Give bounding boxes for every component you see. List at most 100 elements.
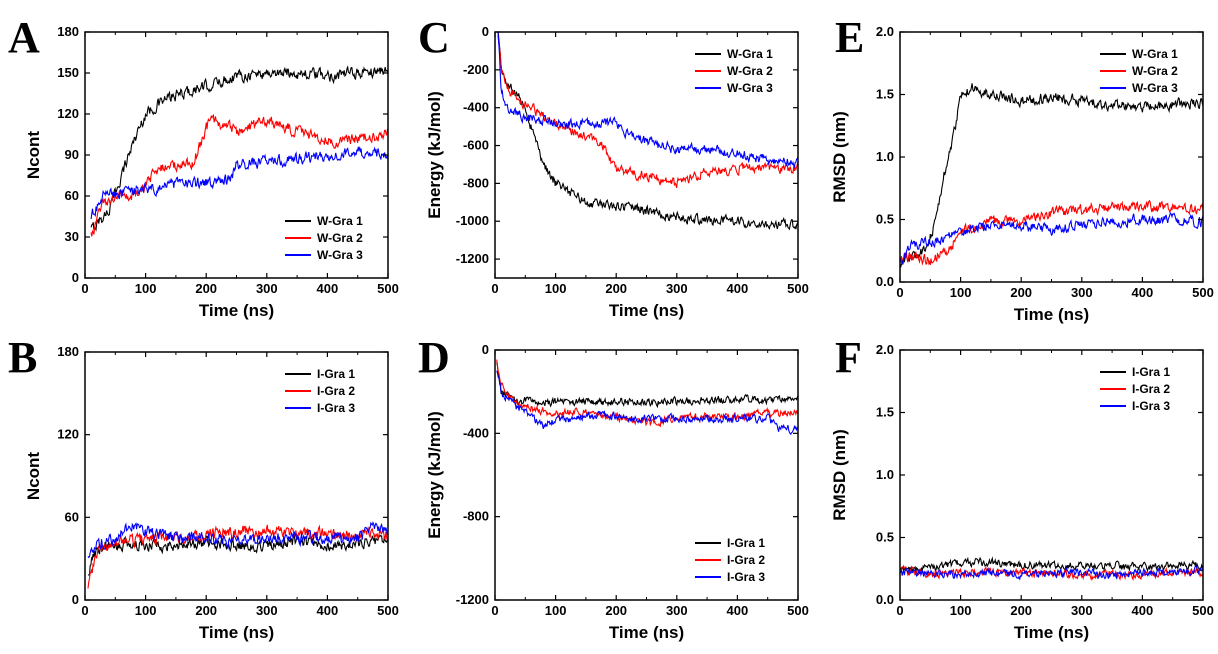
chart-panel-c: C 0 100 200 300 400 500 -1200 -1000 -800 -600 -400 -… <box>418 13 809 320</box>
x-tick-label: 0 <box>491 281 498 296</box>
panel-letter: A <box>8 13 40 62</box>
x-tick-label: 500 <box>377 603 399 618</box>
x-axis-title: Time (ns) <box>1014 305 1089 324</box>
series-line-w-gra-3 <box>90 145 388 220</box>
legend-label: I-Gra 1 <box>1132 365 1170 379</box>
x-tick-label: 200 <box>605 603 627 618</box>
x-tick-label: 100 <box>135 281 157 296</box>
legend: I-Gra 1 I-Gra 2 I-Gra 3 <box>285 367 355 415</box>
y-axis-title: Ncont <box>24 131 43 180</box>
series-group <box>90 65 388 237</box>
x-tick-label: 100 <box>950 285 972 300</box>
x-tick-label: 200 <box>195 281 217 296</box>
y-tick-label: -800 <box>463 175 489 190</box>
x-tick-label: 300 <box>666 603 688 618</box>
series-line-i-gra-2 <box>87 524 388 589</box>
y-tick-label: 0.5 <box>876 212 894 227</box>
x-tick-label: 0 <box>81 603 88 618</box>
y-tick-label: -400 <box>463 425 489 440</box>
x-tick-label: 0 <box>81 281 88 296</box>
y-tick-label: 180 <box>57 24 79 39</box>
x-tick-label: 100 <box>545 603 567 618</box>
x-tick-label: 500 <box>787 281 809 296</box>
chart-panel-d: D 0 100 200 300 400 500 -1200 -800 -400 0 Time (ns)… <box>418 333 809 642</box>
chart-panel-f: F 0 100 200 300 400 500 0.0 0.5 1.0 1.5 2.0 Time (ns… <box>830 333 1214 642</box>
series-line-i-gra-1 <box>900 556 1203 574</box>
x-tick-label: 400 <box>1132 285 1154 300</box>
x-tick-label: 300 <box>256 603 278 618</box>
series-group <box>497 32 798 231</box>
y-tick-label: -600 <box>463 138 489 153</box>
x-tick-label: 400 <box>317 603 339 618</box>
x-tick-label: 100 <box>135 603 157 618</box>
y-tick-label: -800 <box>463 509 489 524</box>
y-tick-label: -1200 <box>456 251 489 266</box>
x-tick-label: 300 <box>1071 603 1093 618</box>
y-tick-label: 60 <box>65 509 79 524</box>
x-tick-label: 500 <box>1192 603 1214 618</box>
x-tick-label: 500 <box>377 281 399 296</box>
x-tick-label: 200 <box>1010 285 1032 300</box>
x-tick-label: 0 <box>491 603 498 618</box>
legend-label: W-Gra 1 <box>1132 47 1178 61</box>
y-tick-label: 1.5 <box>876 87 894 102</box>
x-tick-label: 300 <box>1071 285 1093 300</box>
y-tick-label: 0 <box>72 592 79 607</box>
x-tick-label: 400 <box>727 603 749 618</box>
y-tick-label: 2.0 <box>876 342 894 357</box>
legend: I-Gra 1 I-Gra 2 I-Gra 3 <box>695 536 765 584</box>
y-tick-label: 60 <box>65 188 79 203</box>
panel-letter: E <box>835 13 864 62</box>
series-line-w-gra-3 <box>497 32 798 169</box>
series-line-w-gra-3 <box>900 211 1203 265</box>
x-axis-title: Time (ns) <box>1014 623 1089 642</box>
legend-label: W-Gra 1 <box>317 214 363 228</box>
panel-letter: C <box>418 13 450 62</box>
y-tick-label: 120 <box>57 427 79 442</box>
chart-panel-e: E 0 100 200 300 400 500 0.0 0.5 1.0 1.5 2.0 Time (ns… <box>830 13 1214 324</box>
panel-letter: D <box>418 333 450 382</box>
x-axis-title: Time (ns) <box>199 623 274 642</box>
x-tick-label: 100 <box>545 281 567 296</box>
legend-label: W-Gra 3 <box>317 248 363 262</box>
legend: W-Gra 1 W-Gra 2 W-Gra 3 <box>1100 47 1178 95</box>
series-line-i-gra-3 <box>900 563 1203 581</box>
series-line-w-gra-2 <box>497 35 798 189</box>
y-tick-label: 0 <box>482 342 489 357</box>
y-tick-label: 30 <box>65 229 79 244</box>
x-axis-title: Time (ns) <box>609 301 684 320</box>
legend: I-Gra 1 I-Gra 2 I-Gra 3 <box>1100 365 1170 413</box>
chart-panel-b: B 0 100 200 300 400 500 0 60 120 180 Time (ns) Ncont… <box>8 333 399 642</box>
y-tick-label: 2.0 <box>876 24 894 39</box>
series-line-w-gra-1 <box>90 65 388 232</box>
legend-label: I-Gra 1 <box>317 367 355 381</box>
y-tick-label: 1.5 <box>876 405 894 420</box>
series-line-w-gra-1 <box>497 32 798 231</box>
legend-label: W-Gra 3 <box>1132 81 1178 95</box>
legend-label: I-Gra 3 <box>727 570 765 584</box>
x-tick-label: 0 <box>896 603 903 618</box>
series-group <box>496 359 798 436</box>
x-tick-label: 200 <box>605 281 627 296</box>
x-tick-label: 300 <box>666 281 688 296</box>
y-tick-label: 0 <box>72 270 79 285</box>
series-line-w-gra-1 <box>900 83 1203 268</box>
y-axis-title: Energy (kJ/mol) <box>425 411 444 539</box>
legend: W-Gra 1 W-Gra 2 W-Gra 3 <box>695 47 773 95</box>
legend-label: I-Gra 3 <box>1132 399 1170 413</box>
series-line-i-gra-1 <box>496 361 798 409</box>
y-axis-title: Ncont <box>24 452 43 501</box>
series-group <box>900 83 1203 268</box>
series-line-w-gra-2 <box>900 199 1203 266</box>
x-tick-label: 200 <box>1010 603 1032 618</box>
y-tick-label: 1.0 <box>876 467 894 482</box>
y-axis-title: RMSD (nm) <box>830 429 849 521</box>
y-tick-label: 150 <box>57 65 79 80</box>
y-tick-label: 0 <box>482 24 489 39</box>
legend-label: I-Gra 1 <box>727 536 765 550</box>
y-tick-label: 90 <box>65 147 79 162</box>
x-tick-label: 400 <box>317 281 339 296</box>
x-tick-label: 0 <box>896 285 903 300</box>
y-tick-label: 0.5 <box>876 530 894 545</box>
